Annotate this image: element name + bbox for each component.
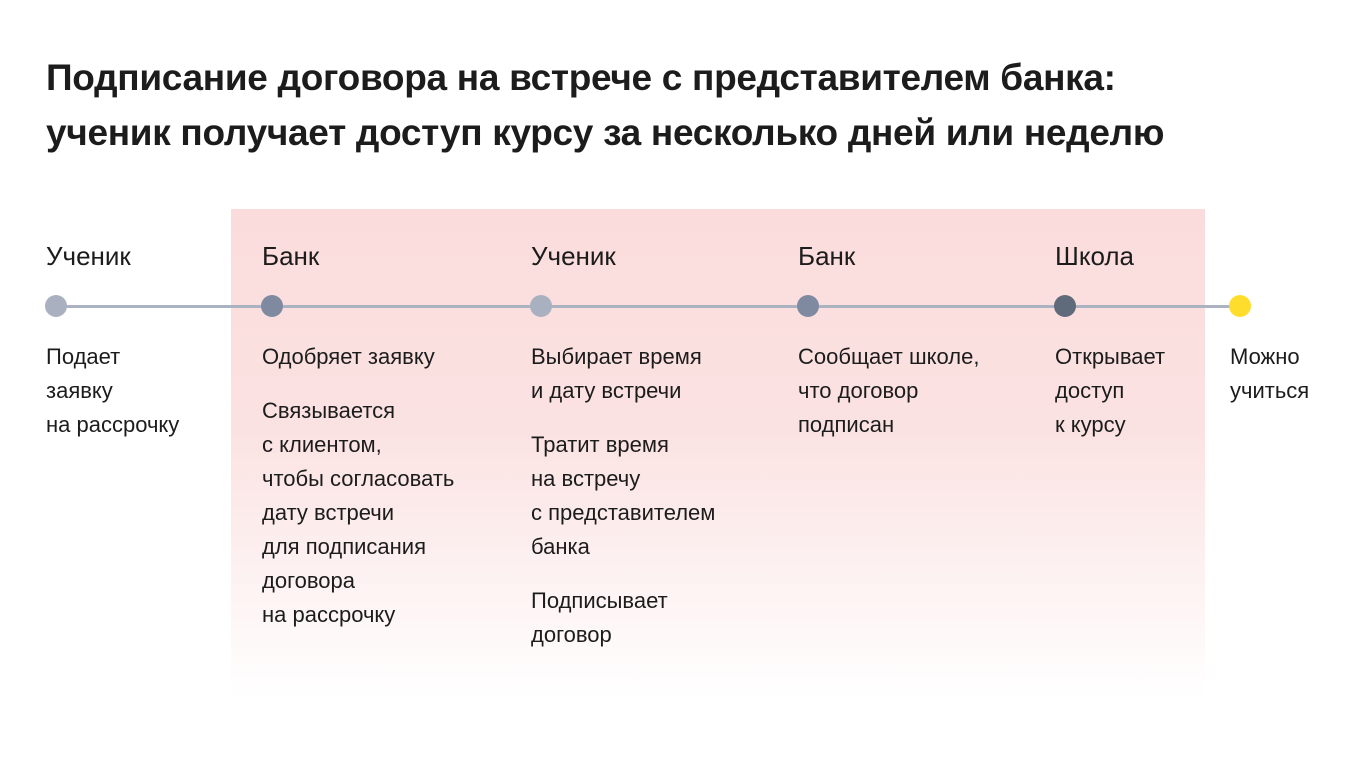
text-line: заявку [46,378,113,403]
text-line: Сообщает школе, [798,344,980,369]
title-line-2: ученик получает доступ курсу за нескольк… [46,112,1165,153]
text-line: Связывается [262,398,396,423]
step-column: Банк Одобряет заявку Связывается с клиентом… [262,240,454,627]
step-column: Школа Открывает доступ к курсу [1055,240,1165,437]
text-line: договор [531,622,612,647]
text-line: банка [531,534,590,559]
text-line: на встречу [531,466,641,491]
text-line: учиться [1230,378,1310,403]
step-action: Открывает доступ к курсу [1055,340,1295,442]
text-line: Подает [46,344,121,369]
step-dot [530,295,552,317]
step-dot [261,295,283,317]
title-line-1: Подписание договора на встрече с предста… [46,57,1116,98]
step-dot [797,295,819,317]
text-line: для подписания [262,534,426,559]
text-line: Одобряет заявку [262,344,435,369]
text-line: подписан [798,412,895,437]
step-description: Открывает доступ к курсу [1055,340,1295,462]
step-description: Выбирает время и дату встречи Тратит время… [531,340,771,672]
text-line: на рассрочку [262,602,396,627]
step-action: Тратит время на встречу с представителем ба… [531,428,771,564]
step-action: Связывается с клиентом, чтобы согласовать д… [262,394,502,632]
step-description: Подает заявку на рассрочку [46,340,286,462]
final-dot [1229,295,1251,317]
step-action: Одобряет заявку [262,340,502,374]
text-line: к курсу [1055,412,1126,437]
text-line: Выбирает время [531,344,702,369]
step-description: Можно учиться [1230,340,1360,428]
text-line: с представителем [531,500,716,525]
page-title: Подписание договора на встрече с предста… [46,50,1164,160]
text-line: договора [262,568,355,593]
step-role: Банк [798,241,856,271]
text-line: дату встречи [262,500,395,525]
step-role: Школа [1055,241,1135,271]
step-action: Подписывает договор [531,584,771,652]
text-line: с клиентом, [262,432,382,457]
highlight-band [231,209,1205,699]
step-role: Банк [262,241,320,271]
text-line: на рассрочку [46,412,180,437]
text-line: Тратит время [531,432,669,457]
step-action: Выбирает время и дату встречи [531,340,771,408]
step-action: Сообщает школе, что договор подписан [798,340,1038,442]
text-line: доступ [1055,378,1125,403]
step-action: Подает заявку на рассрочку [46,340,286,442]
step-column: Ученик Выбирает время и дату встречи Тратит… [531,240,715,647]
step-description: Одобряет заявку Связывается с клиентом, что… [262,340,502,652]
step-role: Ученик [46,241,131,271]
step-column: Банк Сообщает школе, что договор подписан [798,240,979,437]
text-line: чтобы согласовать [262,466,455,491]
step-role: Ученик [531,241,616,271]
text-line: Открывает [1055,344,1166,369]
text-line: и дату встречи [531,378,682,403]
step-description: Сообщает школе, что договор подписан [798,340,1038,462]
text-line: Можно [1230,344,1300,369]
step-action: Можно учиться [1230,340,1360,408]
step-column: Ученик Подает заявку на рассрочку [46,240,179,437]
step-dot [1054,295,1076,317]
step-dot [45,295,67,317]
text-line: что договор [798,378,919,403]
timeline-line [56,305,1239,308]
text-line: Подписывает [531,588,668,613]
